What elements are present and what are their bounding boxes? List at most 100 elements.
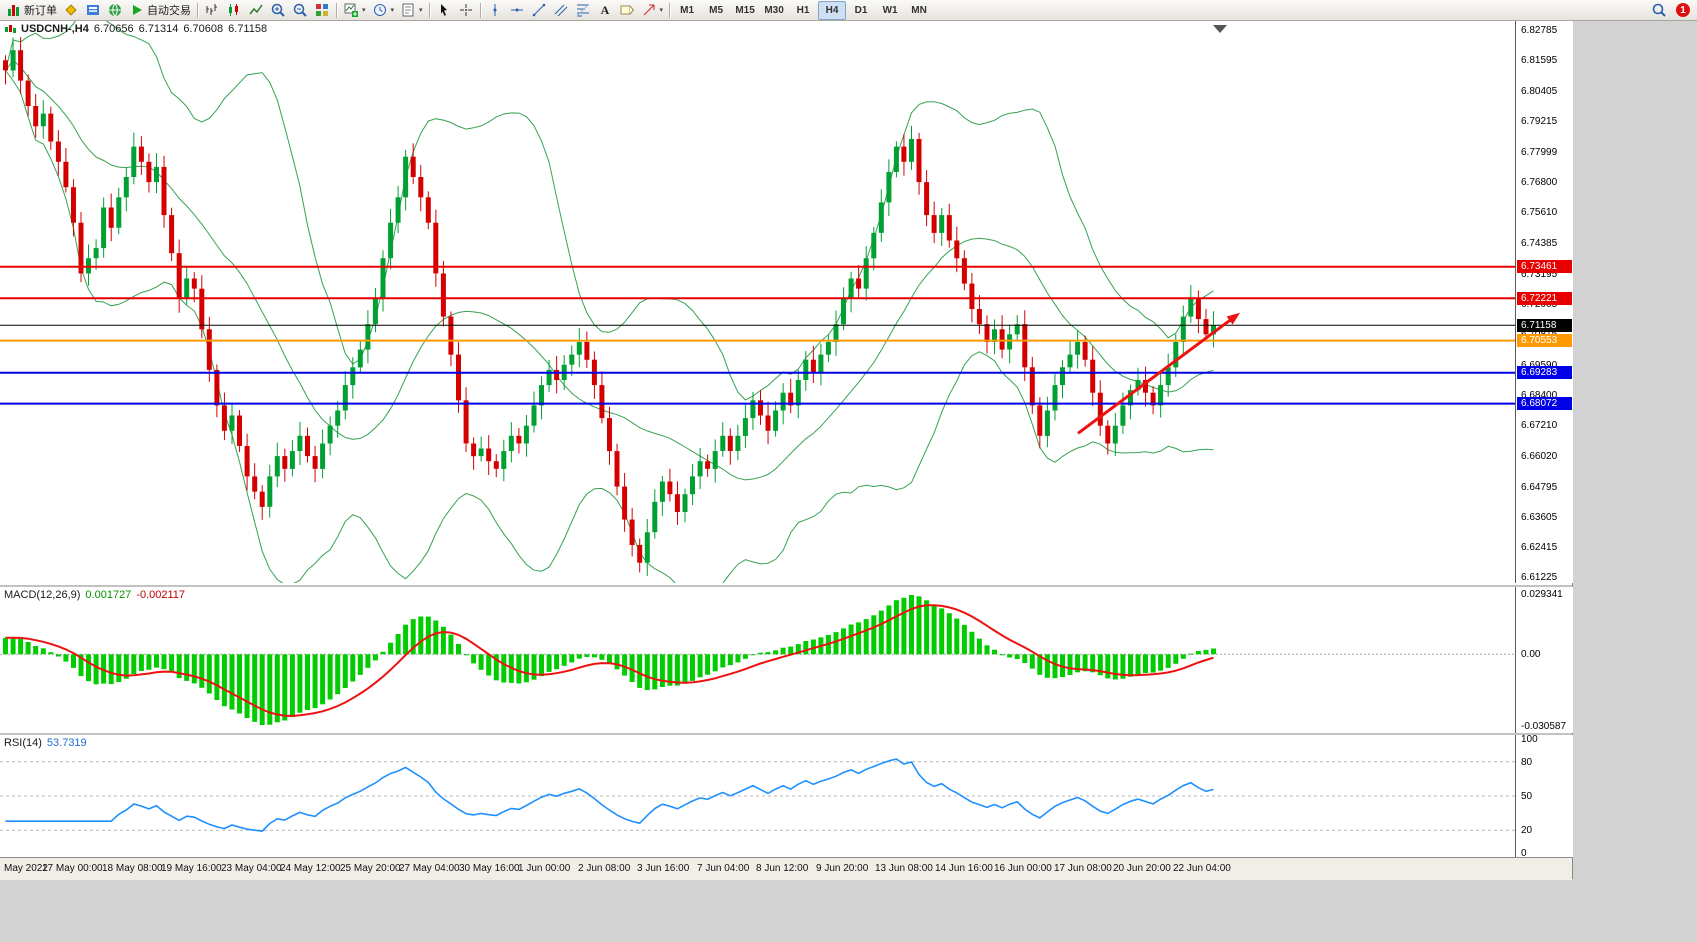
timeframe-m15-button[interactable]: M15 (735, 4, 755, 16)
time-label: 17 May 00:00 (42, 863, 103, 874)
toolbar-separator (336, 2, 337, 18)
label-button[interactable] (616, 0, 638, 20)
timeframe-m30-button[interactable]: M30 (764, 4, 784, 16)
ohlc-low: 6.70608 (183, 23, 224, 35)
price-tick: 6.66020 (1521, 451, 1558, 462)
trendline-icon (532, 3, 545, 17)
toolbar-right-group: 1 (1648, 0, 1694, 20)
text-icon: A (600, 3, 609, 17)
cursor-button[interactable] (433, 0, 455, 20)
notification-badge[interactable]: 1 (1676, 3, 1690, 17)
search-icon (1652, 3, 1666, 17)
current-price-line-badge: 6.71158 (1517, 319, 1572, 332)
macd-min-tick: -0.030587 (1521, 721, 1567, 732)
rsi-axis[interactable]: 100 80 50 20 0 (1515, 734, 1573, 859)
time-label: 1 Jun 00:00 (518, 863, 571, 874)
price-tick: 6.74385 (1521, 238, 1558, 249)
macd-pane: MACD(12,26,9) 0.001727 -0.002117 0.02934… (0, 585, 1573, 733)
vertical-line-button[interactable] (484, 0, 506, 20)
timeframe-d1-button[interactable]: D1 (854, 4, 868, 16)
macd-main-value: 0.001727 (85, 589, 132, 601)
toolbar-separator (669, 2, 671, 18)
rsi-chart[interactable] (0, 735, 1515, 857)
market-button[interactable] (82, 0, 104, 20)
price-tick: 6.80405 (1521, 86, 1558, 97)
time-label: 24 May 12:00 (280, 863, 341, 874)
text-button[interactable]: A (594, 0, 616, 20)
toolbar-separator (479, 2, 481, 18)
price-tick: 6.62415 (1521, 542, 1558, 553)
tile-icon (316, 4, 328, 16)
new-chart-button[interactable]: ▾ (340, 0, 369, 20)
price-tick: 6.63605 (1521, 512, 1558, 523)
price-tick: 6.77999 (1521, 147, 1558, 158)
time-label: 13 Jun 08:00 (875, 863, 933, 874)
community-icon (109, 3, 121, 17)
timeframe-m1-button[interactable]: M1 (680, 4, 695, 16)
time-label: 14 Jun 16:00 (935, 863, 993, 874)
timeframe-m5-button[interactable]: M5 (709, 4, 724, 16)
timeframe-w1-button[interactable]: W1 (882, 4, 898, 16)
time-label: 25 May 20:00 (340, 863, 401, 874)
hline-icon (510, 8, 523, 12)
label-icon (620, 5, 634, 15)
zoom-out-button[interactable] (289, 0, 311, 20)
crosshair-button[interactable] (455, 0, 477, 20)
price-axis[interactable]: 6.82785 6.81595 6.80405 6.79215 6.77999 6.768… (1515, 21, 1573, 583)
equidistant-channel-button[interactable] (550, 0, 572, 20)
search-button[interactable] (1648, 0, 1670, 20)
macd-max-tick: 0.029341 (1521, 589, 1563, 600)
bars-icon (206, 4, 217, 15)
arrows-button[interactable]: ▾ (638, 0, 667, 20)
timeframe-h1-button[interactable]: H1 (796, 4, 810, 16)
toolbar-separator (428, 2, 430, 18)
time-label: 17 Jun 08:00 (1054, 863, 1112, 874)
autotrading-button[interactable]: 自动交易 (126, 0, 194, 20)
price-tick: 6.81595 (1521, 55, 1558, 66)
time-label: 7 Jun 04:00 (697, 863, 750, 874)
rsi-tick: 20 (1521, 825, 1533, 836)
vline-icon (493, 4, 497, 16)
price-tick: 6.76800 (1521, 177, 1558, 188)
trendline-button[interactable] (528, 0, 550, 20)
time-label: 23 May 04:00 (221, 863, 282, 874)
ohlc-close: 6.71158 (228, 23, 268, 35)
price-pane: USDCNH-,H4 6.70656 6.71314 6.70608 6.711… (0, 21, 1573, 583)
timeframe-h4-button[interactable]: H4 (818, 0, 847, 20)
price-tick: 6.79215 (1521, 116, 1558, 127)
macd-chart[interactable] (0, 587, 1515, 733)
rsi-label: RSI(14) (4, 737, 42, 749)
template-icon (402, 3, 414, 17)
bar-chart-button[interactable] (201, 0, 223, 20)
candlestick-chart[interactable] (0, 21, 1515, 583)
price-tick: 6.82785 (1521, 25, 1558, 36)
chart-symbol-icon (5, 25, 16, 33)
time-label: May 2022 (4, 863, 48, 874)
community-button[interactable] (104, 0, 126, 20)
time-label: 2 Jun 08:00 (578, 863, 631, 874)
tile-windows-button[interactable] (311, 0, 333, 20)
time-label: 20 Jun 20:00 (1113, 863, 1171, 874)
macd-zero-tick: 0.00 (1521, 649, 1541, 660)
wizard-icon (65, 4, 77, 16)
new-order-button[interactable]: 新订单 (3, 0, 60, 20)
mql5-wizard-button[interactable] (60, 0, 82, 20)
timeframe-mn-button[interactable]: MN (911, 4, 927, 16)
time-label: 3 Jun 16:00 (637, 863, 690, 874)
candles-icon (229, 4, 238, 16)
zoom-in-button[interactable] (267, 0, 289, 20)
support-line-badge: 6.68072 (1517, 397, 1572, 410)
zoomin-icon (271, 3, 285, 17)
line-chart-button[interactable] (245, 0, 267, 20)
candlestick-chart-button[interactable] (223, 0, 245, 20)
macd-axis[interactable]: 0.029341 0.00 -0.030587 (1515, 587, 1573, 733)
templates-button[interactable]: ▾ (397, 0, 426, 20)
chart-title-bar: USDCNH-,H4 6.70656 6.71314 6.70608 6.711… (4, 23, 267, 35)
profiles-button[interactable]: ▾ (369, 0, 398, 20)
rsi-tick: 80 (1521, 757, 1533, 768)
time-label: 8 Jun 12:00 (756, 863, 809, 874)
fibonacci-button[interactable] (572, 0, 594, 20)
horizontal-line-button[interactable] (506, 0, 528, 20)
time-axis[interactable]: May 2022 17 May 00:00 18 May 08:00 19 May 1… (0, 857, 1572, 880)
time-label: 19 May 16:00 (161, 863, 222, 874)
